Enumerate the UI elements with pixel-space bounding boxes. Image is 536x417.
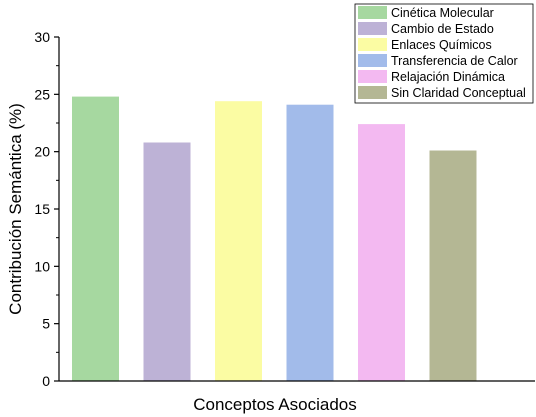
legend-swatch-1	[358, 6, 387, 19]
bar-3	[215, 101, 262, 381]
y-axis-title: Contribución Semántica (%)	[6, 103, 25, 315]
legend-swatch-4	[358, 54, 387, 67]
legend-label-2: Cambio de Estado	[391, 22, 494, 36]
y-tick-label: 25	[34, 86, 50, 102]
legend-swatch-6	[358, 86, 387, 99]
legend-swatch-5	[358, 70, 387, 83]
legend: Cinética Molecular Cambio de Estado Enlace…	[354, 3, 534, 104]
legend-label-4: Transferencia de Calor	[391, 54, 518, 68]
y-tick-label: 20	[34, 144, 50, 160]
y-tick-label: 30	[34, 29, 50, 45]
y-ticks-group: 0 5 10 15 20 25 30	[34, 29, 59, 389]
legend-swatch-3	[358, 38, 387, 51]
bar-4	[286, 104, 334, 381]
y-tick-label: 15	[34, 201, 50, 217]
legend-label-3: Enlaces Químicos	[391, 38, 492, 52]
legend-label-5: Relajación Dinámica	[391, 70, 505, 84]
bar-1	[72, 96, 119, 381]
bar-6	[429, 150, 477, 381]
legend-label-1: Cinética Molecular	[391, 6, 494, 20]
y-tick-label: 5	[42, 316, 50, 332]
legend-label-6: Sin Claridad Conceptual	[391, 86, 526, 100]
bars-group	[72, 96, 477, 381]
legend-swatch-2	[358, 22, 387, 35]
bar-2	[143, 142, 191, 381]
bar-5	[358, 124, 405, 381]
y-tick-label: 0	[42, 373, 50, 389]
x-axis-title: Conceptos Asociados	[193, 395, 357, 414]
y-tick-label: 10	[34, 258, 50, 274]
